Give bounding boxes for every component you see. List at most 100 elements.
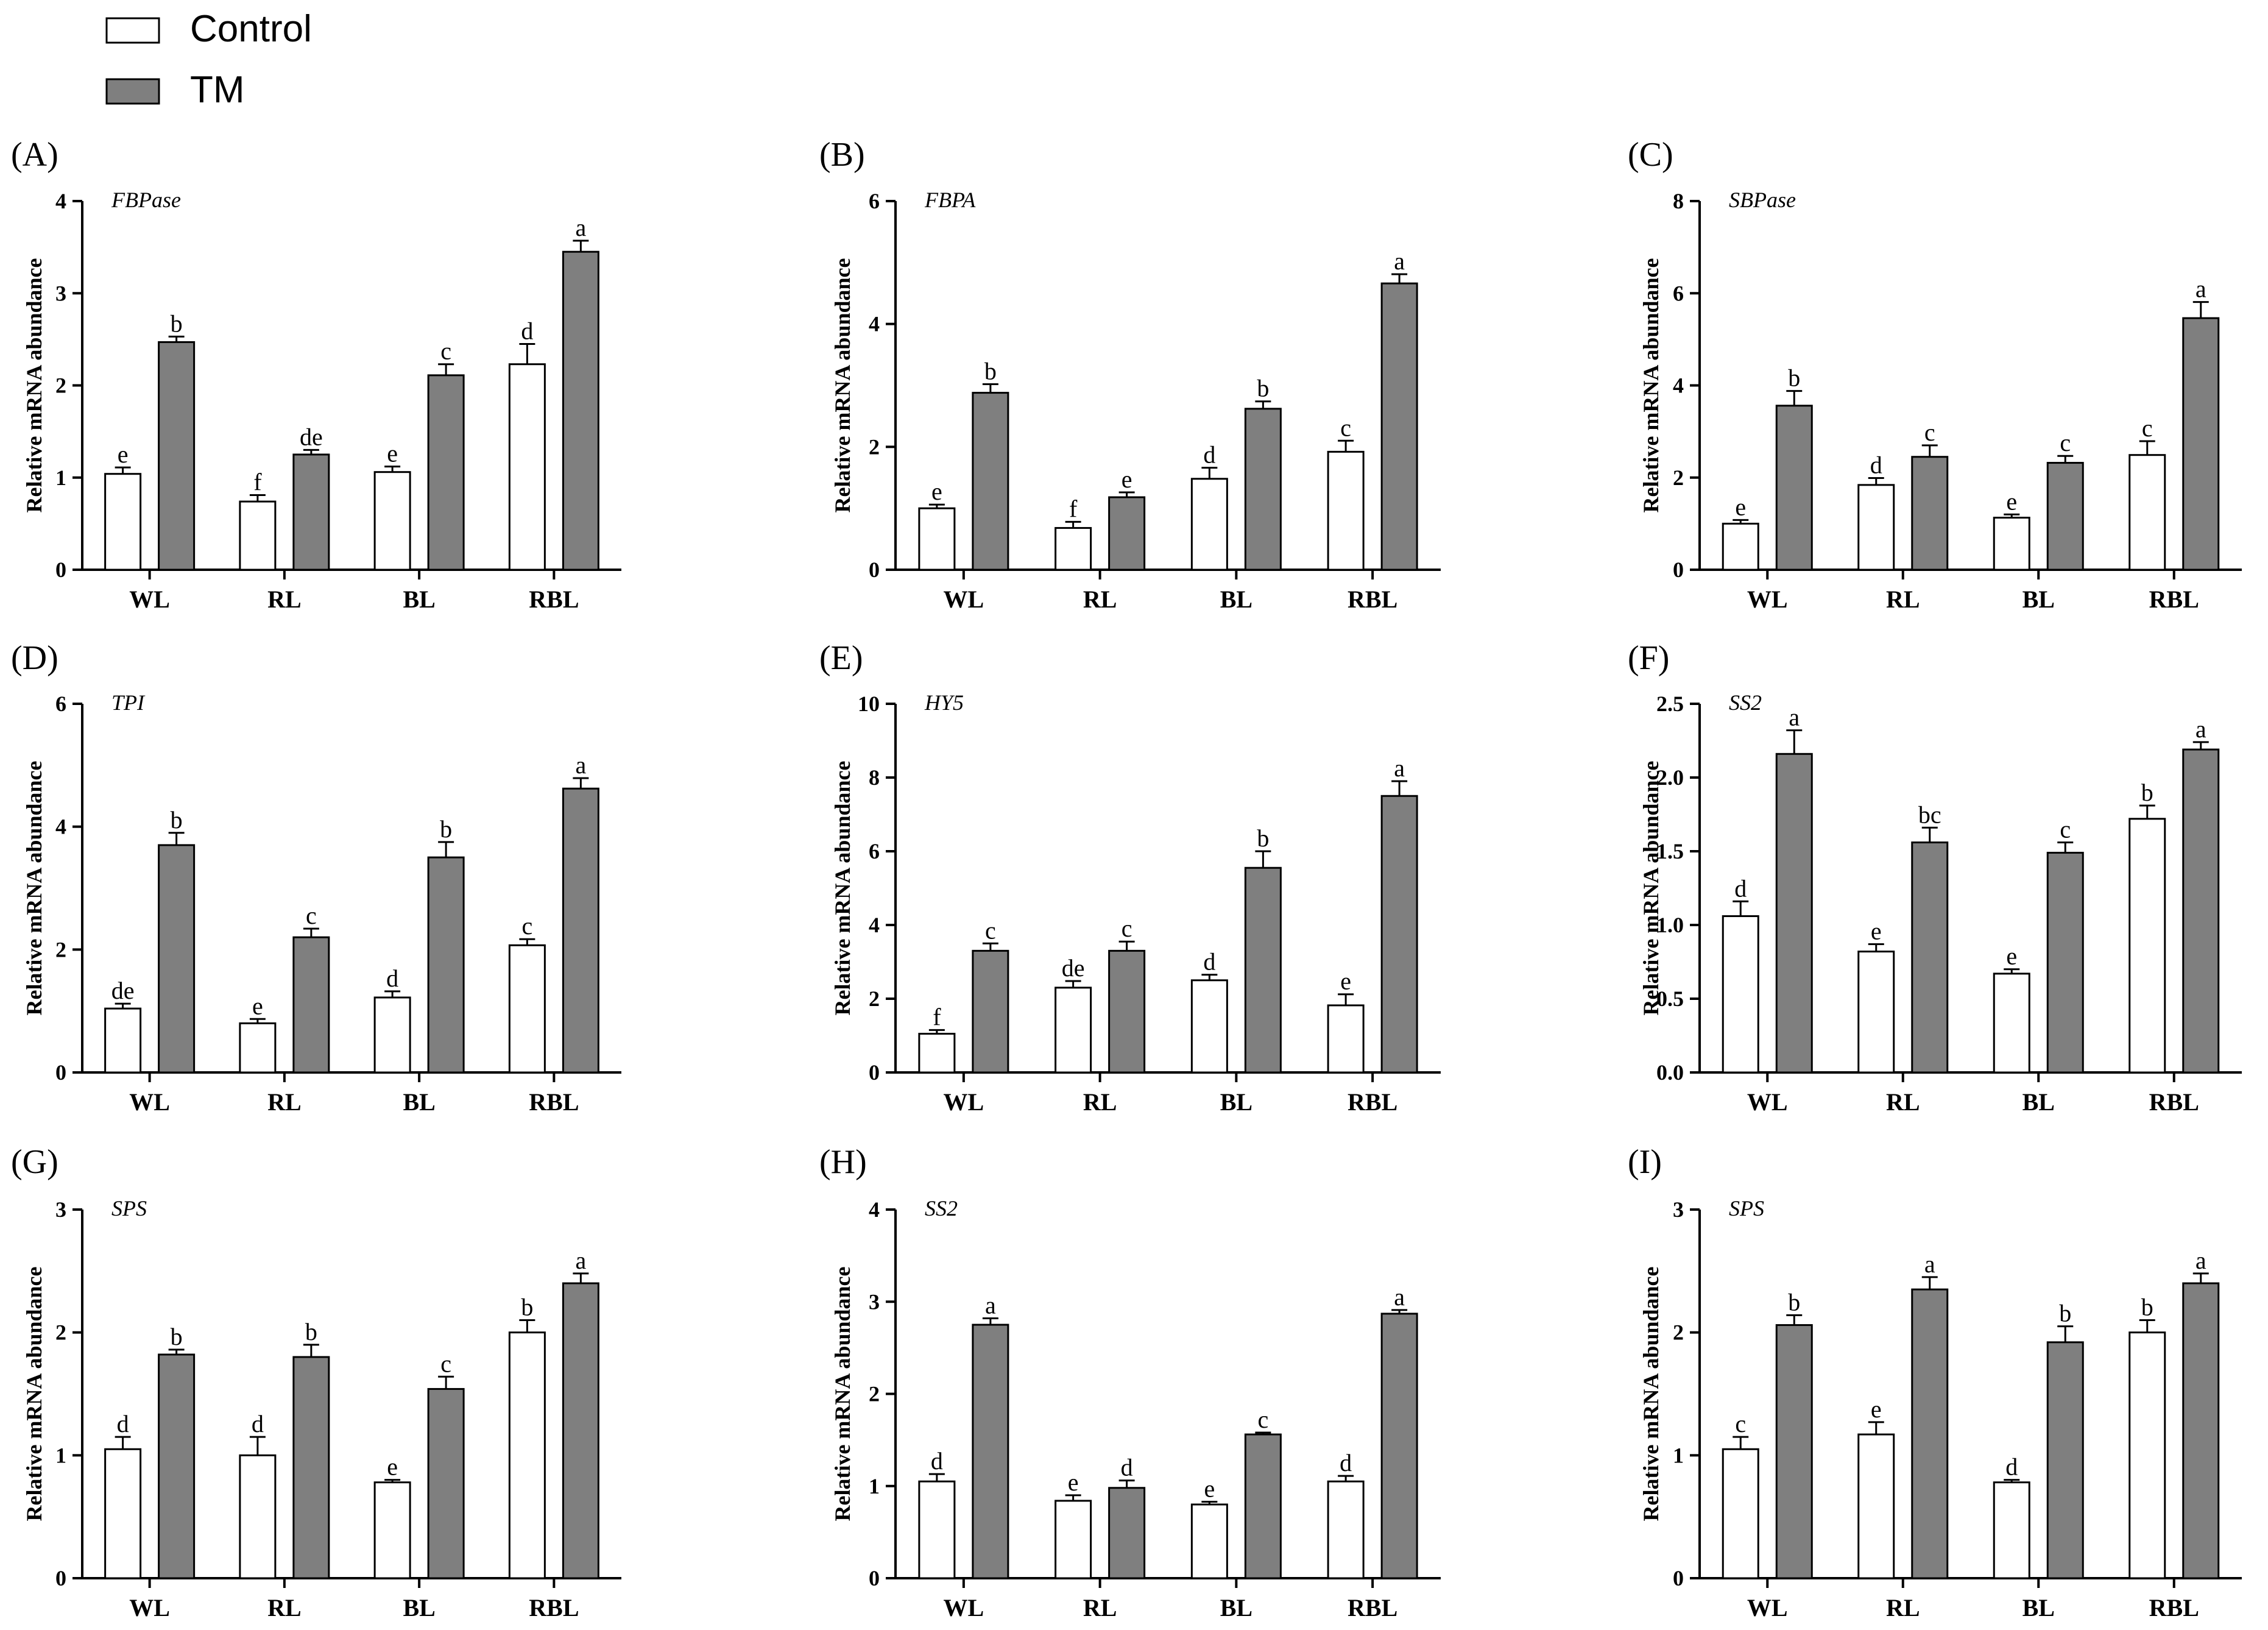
bar-control bbox=[373, 996, 411, 1074]
significance-letter-control: d bbox=[521, 317, 533, 344]
bar-tm bbox=[1108, 496, 1146, 571]
y-axis-label: Relative mRNA abundance bbox=[830, 258, 855, 512]
significance-letter-control: d bbox=[1734, 874, 1747, 902]
significance-letter-tm: b bbox=[440, 815, 452, 843]
x-tick-label: BL bbox=[2022, 586, 2055, 613]
significance-letter-control: d bbox=[252, 1410, 264, 1437]
panel-letter: (C) bbox=[1628, 136, 1673, 174]
significance-letter-tm: e bbox=[1122, 466, 1132, 493]
x-tick-label: WL bbox=[1747, 1088, 1788, 1116]
gene-name: HY5 bbox=[924, 690, 964, 715]
legend-label-tm: TM bbox=[190, 69, 245, 111]
bar-control bbox=[1055, 526, 1092, 571]
y-axis-label: Relative mRNA abundance bbox=[830, 760, 855, 1015]
bar-tm bbox=[158, 341, 196, 571]
y-tick-label: 4 bbox=[869, 913, 880, 937]
y-tick-label: 0 bbox=[1673, 558, 1684, 582]
bar-control bbox=[1857, 484, 1895, 571]
legend: Control TM bbox=[105, 8, 312, 111]
x-tick-label: BL bbox=[2022, 1594, 2055, 1621]
bar-control bbox=[918, 507, 956, 571]
y-tick-label: 1 bbox=[55, 1443, 66, 1467]
bar-control bbox=[918, 1032, 956, 1074]
gene-name: FBPA bbox=[924, 188, 976, 212]
bar-tm bbox=[1775, 753, 1813, 1074]
bar-control bbox=[239, 1454, 277, 1579]
y-tick-label: 2 bbox=[55, 1320, 66, 1345]
legend-swatch-tm bbox=[105, 78, 160, 105]
bar-control bbox=[1993, 517, 2030, 571]
bar-tm bbox=[1911, 456, 1949, 571]
bar-tm bbox=[427, 856, 465, 1074]
panel-i: (I) SPS Relative mRNA abundance 0 1 2 3 WL c b RL e… bbox=[1628, 1143, 2242, 1621]
y-tick-label: 0 bbox=[869, 1566, 880, 1590]
x-tick-label: WL bbox=[944, 586, 984, 613]
y-tick-label: 6 bbox=[869, 839, 880, 863]
significance-letter-control: b bbox=[521, 1294, 533, 1321]
y-tick-label: 2 bbox=[1673, 1320, 1684, 1345]
bar-tm bbox=[1108, 1487, 1146, 1579]
significance-letter-tm: a bbox=[1789, 704, 1800, 731]
panel-letter: (F) bbox=[1628, 639, 1669, 677]
y-tick-label: 6 bbox=[869, 189, 880, 213]
x-tick-label: RL bbox=[267, 586, 302, 613]
y-tick-label: 1 bbox=[55, 466, 66, 490]
bar-tm bbox=[1380, 282, 1418, 571]
bar-control bbox=[1993, 973, 2030, 1074]
bar-tm bbox=[562, 1282, 599, 1579]
bar-tm bbox=[1244, 1433, 1282, 1579]
bar-tm bbox=[972, 949, 1009, 1074]
x-tick-label: BL bbox=[1220, 1088, 1252, 1116]
bar-control bbox=[918, 1480, 956, 1579]
panel-g: (G) SPS Relative mRNA abundance 0 1 2 3 WL d b RL d… bbox=[11, 1143, 621, 1621]
bar-tm bbox=[1911, 841, 1949, 1074]
bar-control bbox=[1055, 987, 1092, 1074]
y-tick-label: 0 bbox=[55, 1566, 66, 1590]
x-tick-label: RL bbox=[1886, 586, 1920, 613]
significance-letter-tm: c bbox=[1924, 419, 1935, 446]
panel-letter: (D) bbox=[11, 639, 58, 677]
y-tick-label: 10 bbox=[858, 692, 880, 716]
bar-tm bbox=[2182, 748, 2220, 1074]
bar-tm bbox=[292, 936, 330, 1074]
significance-letter-control: e bbox=[931, 478, 942, 505]
x-tick-label: BL bbox=[403, 586, 435, 613]
x-tick-label: RBL bbox=[1348, 1594, 1397, 1621]
y-axis-label: Relative mRNA abundance bbox=[22, 1266, 46, 1521]
x-tick-label: RL bbox=[267, 1088, 302, 1116]
bar-control bbox=[1327, 1004, 1365, 1074]
x-tick-label: WL bbox=[1747, 1594, 1788, 1621]
bar-tm bbox=[1108, 949, 1146, 1074]
significance-letter-control: c bbox=[1735, 1410, 1746, 1437]
bar-control bbox=[239, 1022, 277, 1074]
bar-tm bbox=[1911, 1288, 1949, 1579]
significance-letter-tm: a bbox=[575, 751, 586, 779]
bar-tm bbox=[1775, 1324, 1813, 1579]
y-tick-label: 0 bbox=[869, 1060, 880, 1085]
panel-letter: (H) bbox=[819, 1143, 867, 1181]
x-tick-label: WL bbox=[129, 1088, 170, 1116]
significance-letter-tm: b bbox=[2059, 1300, 2071, 1327]
significance-letter-tm: de bbox=[300, 423, 323, 450]
significance-letter-tm: a bbox=[2196, 1247, 2206, 1274]
significance-letter-tm: a bbox=[1394, 247, 1405, 275]
bar-tm bbox=[2182, 1282, 2220, 1579]
x-tick-label: RL bbox=[1886, 1594, 1920, 1621]
bar-tm bbox=[2046, 462, 2084, 571]
significance-letter-tm: b bbox=[1788, 1288, 1800, 1316]
significance-letter-tm: a bbox=[2196, 275, 2206, 303]
bar-tm bbox=[2046, 851, 2084, 1074]
significance-letter-tm: b bbox=[1257, 824, 1269, 852]
significance-letter-tm: c bbox=[440, 338, 451, 365]
significance-letter-tm: b bbox=[305, 1318, 317, 1345]
bar-control bbox=[1993, 1481, 2030, 1579]
y-tick-label: 2.0 bbox=[1656, 765, 1684, 790]
x-tick-label: BL bbox=[403, 1594, 435, 1621]
bar-tm bbox=[1775, 405, 1813, 571]
significance-letter-tm: a bbox=[2196, 715, 2206, 743]
y-axis-label: Relative mRNA abundance bbox=[1639, 760, 1663, 1015]
gene-name: SPS bbox=[111, 1196, 147, 1221]
significance-letter-tm: b bbox=[171, 310, 183, 337]
x-tick-label: BL bbox=[403, 1088, 435, 1116]
significance-letter-control: e bbox=[387, 1453, 398, 1481]
